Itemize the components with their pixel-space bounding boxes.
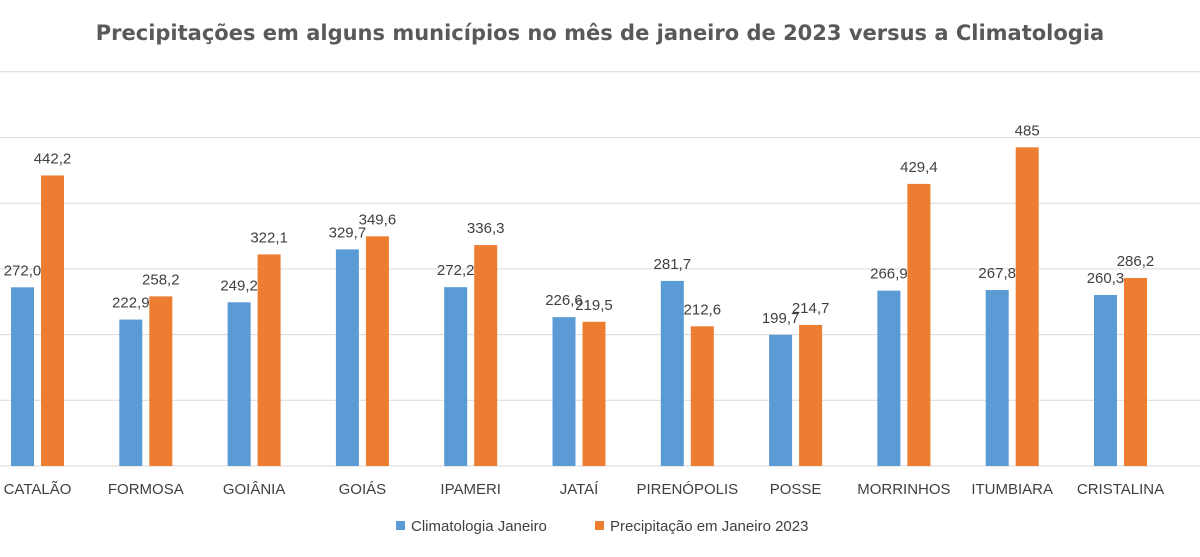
category-label: GOIÂNIA xyxy=(223,481,286,498)
category-label: ITUMBIARA xyxy=(971,481,1053,498)
data-label: 258,2 xyxy=(142,271,180,288)
data-label: 485 xyxy=(1015,122,1040,139)
bar-climatologia xyxy=(11,287,34,466)
data-label: 281,7 xyxy=(654,256,692,273)
data-label: 214,7 xyxy=(792,300,830,317)
data-labels: 272,0 442,2 222,9 258,2 249,2 322,1 329,7349,6… xyxy=(4,122,1155,327)
bar-climatologia xyxy=(119,319,143,466)
data-label: 266,9 xyxy=(870,266,908,283)
legend-label: Precipitação em Janeiro 2023 xyxy=(610,518,808,535)
category-label: FORMOSA xyxy=(108,481,184,498)
chart-title: Precipitações em alguns municípios no mê… xyxy=(96,21,1104,45)
legend: Climatologia Janeiro Precipitação em Jane… xyxy=(396,518,808,535)
bar-climatologia xyxy=(227,302,251,466)
category-label: GOIÁS xyxy=(339,481,387,498)
data-label: 442,2 xyxy=(34,150,72,167)
bars xyxy=(11,147,1147,467)
bar-climatologia xyxy=(660,280,684,466)
bar-climatologia xyxy=(877,290,901,466)
category-label: JATAÍ xyxy=(560,481,599,498)
bar-climatologia xyxy=(985,290,1009,466)
data-label: 329,7 xyxy=(329,224,367,241)
bar-precipitacao xyxy=(365,236,389,466)
bar-climatologia xyxy=(1094,294,1117,466)
data-label: 322,1 xyxy=(250,229,288,246)
legend-swatch xyxy=(396,521,405,530)
data-label: 226,6 xyxy=(545,292,583,309)
category-label: POSSE xyxy=(770,481,822,498)
data-label: 336,3 xyxy=(467,220,505,237)
data-label: 199,7 xyxy=(762,310,800,327)
data-label: 272,0 xyxy=(4,262,42,279)
data-label: 272,2 xyxy=(437,262,475,279)
data-label: 249,2 xyxy=(220,277,258,294)
data-label: 212,6 xyxy=(684,301,722,318)
data-label: 349,6 xyxy=(359,211,397,228)
bar-climatologia xyxy=(769,334,793,466)
bar-precipitacao xyxy=(907,183,931,466)
data-label: 267,8 xyxy=(978,265,1016,282)
bar-precipitacao xyxy=(799,324,823,466)
data-label: 219,5 xyxy=(575,297,613,314)
data-label: 286,2 xyxy=(1117,253,1155,270)
bar-precipitacao xyxy=(41,175,64,466)
bar-precipitacao xyxy=(582,321,606,466)
category-label: CRISTALINA xyxy=(1077,481,1164,498)
data-label: 260,3 xyxy=(1087,270,1125,287)
bar-precipitacao xyxy=(474,245,498,466)
bar-precipitacao xyxy=(257,254,281,466)
category-label: IPAMERI xyxy=(440,481,501,498)
category-label: CATALÃO xyxy=(4,481,72,498)
bar-precipitacao xyxy=(1015,147,1039,467)
data-label: 222,9 xyxy=(112,295,150,312)
bar-climatologia xyxy=(444,287,468,466)
bar-precipitacao xyxy=(690,326,714,466)
category-label: MORRINHOS xyxy=(857,481,950,498)
bar-precipitacao xyxy=(149,296,173,466)
bar-climatologia xyxy=(335,249,359,466)
category-labels: CATALÃO FORMOSA GOIÂNIA GOIÁS IPAMERI JATAÍ PI… xyxy=(4,481,1165,498)
category-label: PIRENÓPOLIS xyxy=(636,481,738,498)
bar-climatologia xyxy=(552,317,576,466)
legend-label: Climatologia Janeiro xyxy=(411,518,547,535)
legend-swatch xyxy=(595,521,604,530)
bar-precipitacao xyxy=(1124,277,1147,466)
data-label: 429,4 xyxy=(900,159,938,176)
